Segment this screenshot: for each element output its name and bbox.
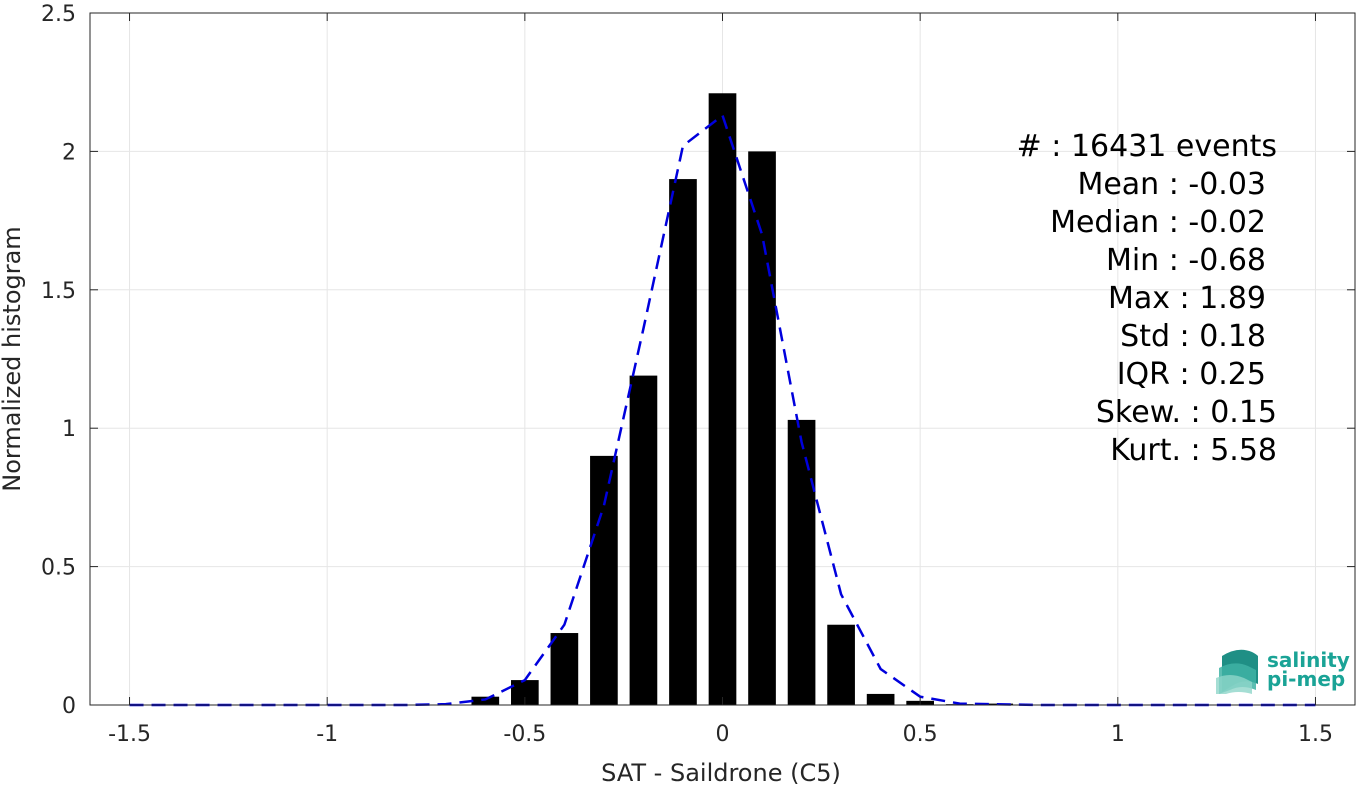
- histogram-bar: [629, 375, 658, 705]
- histogram-bar: [787, 419, 816, 705]
- logo-line-salinity: salinity: [1267, 648, 1350, 672]
- wave-logo-icon: [1216, 649, 1258, 694]
- histogram-bar: [748, 151, 776, 705]
- y-tick-label: 1: [62, 417, 76, 442]
- y-axis-ticks: 0 0.5 1 1.5 2 2.5: [41, 2, 1355, 719]
- stat-median: Median : -0.02: [1050, 205, 1266, 240]
- y-tick-label: 1.5: [41, 279, 76, 304]
- histogram-bar: [669, 179, 697, 705]
- x-tick-label: -1.5: [108, 722, 151, 747]
- histogram-bar: [471, 696, 500, 705]
- y-tick-label: 0.5: [41, 556, 76, 581]
- x-axis-ticks: -1.5 -1 -0.5 0 0.5 1 1.5: [108, 13, 1333, 747]
- stat-iqr: IQR : 0.25: [1117, 357, 1266, 392]
- x-tick-label: 0.5: [903, 722, 938, 747]
- y-axis-title: Normalized histogram: [0, 226, 26, 491]
- histogram-bar: [550, 633, 579, 705]
- bars: [471, 93, 1014, 706]
- stat-max: Max : 1.89: [1108, 281, 1266, 316]
- stat-min: Min : -0.68: [1106, 243, 1266, 278]
- x-tick-label: 0: [716, 722, 730, 747]
- logo-line-pi-mep: pi-mep: [1267, 667, 1345, 691]
- y-tick-label: 0: [62, 694, 76, 719]
- histogram-bar: [590, 455, 618, 705]
- salinity-pi-mep-logo: salinity pi-mep: [1216, 648, 1350, 694]
- stat-mean: Mean : -0.03: [1077, 167, 1266, 202]
- stat-skew: Skew. : 0.15: [1096, 395, 1277, 430]
- x-tick-label: 1: [1111, 722, 1125, 747]
- histogram-bar: [827, 624, 855, 705]
- stat-std: Std : 0.18: [1120, 319, 1266, 354]
- x-tick-label: -1: [316, 722, 338, 747]
- stat-kurt: Kurt. : 5.58: [1110, 433, 1277, 468]
- x-axis-title: SAT - Saildrone (C5): [601, 759, 841, 785]
- stats-box: # : 16431 events Mean : -0.03 Median : -…: [1017, 129, 1277, 468]
- histogram-bar: [708, 93, 737, 706]
- stat-events: # : 16431 events: [1017, 129, 1277, 164]
- x-tick-label: 1.5: [1298, 722, 1333, 747]
- x-tick-label: -0.5: [503, 722, 546, 747]
- y-tick-label: 2.5: [41, 2, 76, 27]
- histogram-bar: [866, 693, 895, 705]
- y-tick-label: 2: [62, 140, 76, 165]
